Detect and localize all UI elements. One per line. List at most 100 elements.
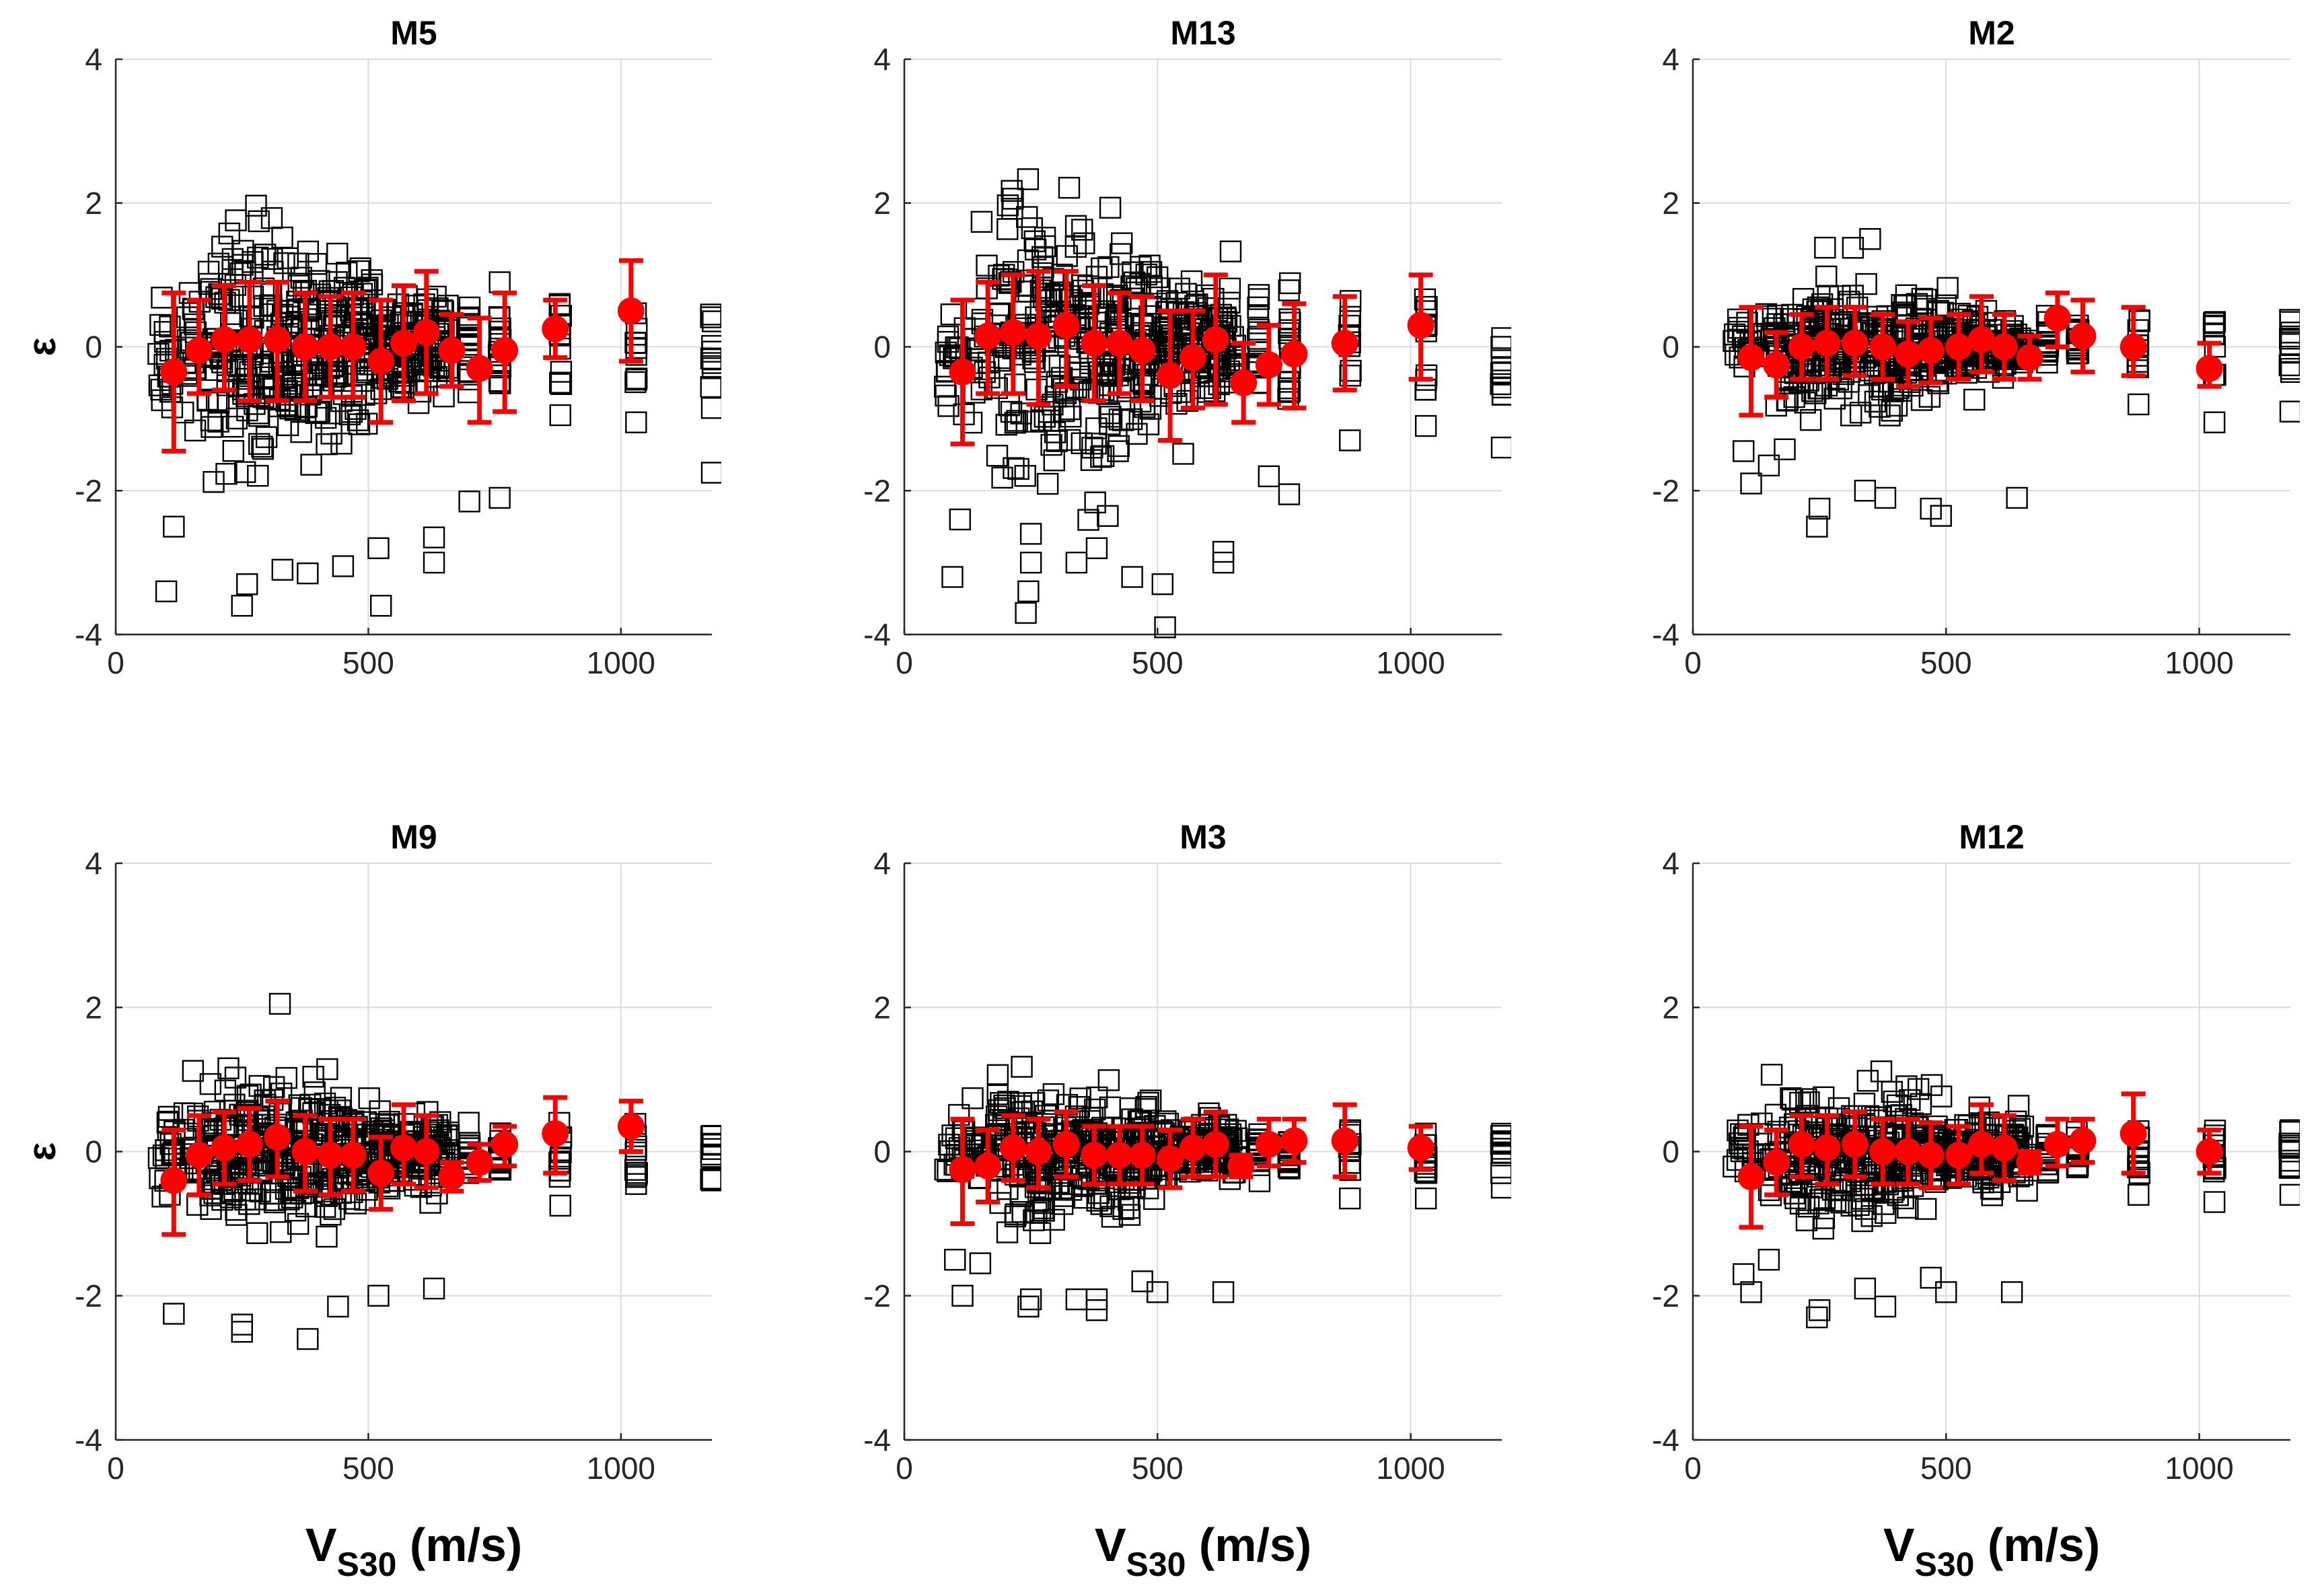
binned-mean-marker [413,319,440,346]
binned-mean-marker [1918,337,1945,364]
binned-mean-marker [1180,1134,1206,1161]
binned-mean-marker [1025,322,1052,349]
binned-mean-marker [292,334,319,361]
binned-mean-marker [186,1142,213,1169]
x-tick-label: 1000 [587,1451,655,1486]
x-axis-label-main: V [305,1519,337,1571]
binned-mean-marker [1738,344,1765,371]
x-axis-label-main: V [1095,1519,1126,1571]
x-tick-label: 1000 [2165,1451,2233,1486]
binned-mean-marker [949,1156,976,1183]
binned-mean-marker [1202,326,1229,353]
y-tick-label: -2 [1652,473,1679,508]
x-tick-label: 1000 [1376,645,1445,680]
binned-mean-marker [292,1138,319,1165]
y-tick-label: -4 [1652,617,1679,652]
binned-mean-marker [1788,1131,1815,1158]
binned-mean-marker [2196,1138,2223,1165]
binned-mean-marker [1763,351,1790,378]
panel-title: M9 [390,818,437,856]
panel-title: M5 [390,14,437,52]
y-tick-label: 0 [85,330,102,365]
y-tick-label: -4 [75,617,102,652]
binned-mean-marker [1813,1134,1840,1161]
x-tick-label: 500 [342,1451,394,1486]
y-tick-label: -2 [863,473,891,508]
binned-mean-marker [211,326,238,353]
binned-mean-marker [1000,1134,1027,1161]
y-tick-label: -4 [75,1422,102,1457]
binned-mean-marker [367,348,394,375]
y-tick-label: 4 [873,42,891,77]
binned-mean-marker [1869,334,1896,361]
binned-mean-marker [1968,326,1995,353]
binned-mean-marker [1332,1127,1358,1154]
y-tick-label: -2 [75,1278,102,1313]
binned-mean-marker [542,316,569,342]
binned-mean-marker [340,334,367,361]
binned-mean-marker [1000,319,1027,346]
binned-mean-marker [618,297,645,324]
binned-mean-marker [390,1134,417,1161]
panel-title: M13 [1170,14,1235,52]
binned-mean-marker [160,359,187,386]
binned-mean-marker [160,1167,187,1194]
binned-mean-marker [264,1124,291,1151]
x-axis-label-main: V [1883,1519,1915,1571]
y-tick-label: 0 [1662,1134,1679,1169]
x-tick-label: 500 [1132,645,1184,680]
binned-mean-marker [186,337,213,364]
x-tick-label: 1000 [587,645,655,680]
y-tick-label: -2 [863,1278,891,1313]
binned-mean-marker [1813,330,1840,357]
binned-mean-marker [1180,344,1206,371]
binned-mean-marker [367,1160,394,1187]
binned-mean-marker [1869,1138,1896,1165]
binned-mean-marker [2120,1120,2147,1147]
binned-mean-marker [1025,1138,1052,1165]
binned-mean-marker [236,1131,263,1158]
y-tick-label: 0 [1662,330,1679,365]
binned-mean-marker [236,326,263,353]
binned-mean-marker [1202,1131,1229,1158]
binned-mean-marker [1129,337,1156,364]
binned-mean-marker [491,1131,518,1158]
y-tick-label: 2 [1662,186,1679,221]
binned-mean-marker [974,322,1001,349]
y-tick-label: 0 [873,1134,891,1169]
binned-mean-marker [618,1113,645,1140]
binned-mean-marker [466,355,493,382]
binned-mean-marker [1157,362,1184,389]
x-axis-label-subscript: S30 [337,1546,397,1583]
x-axis-label-unit: (m/s) [396,1519,522,1571]
y-tick-label: -2 [1652,1278,1679,1313]
y-tick-label: 0 [873,330,891,365]
y-tick-label: 4 [85,42,102,77]
y-tick-label: 2 [1662,990,1679,1025]
binned-mean-marker [949,359,976,386]
x-tick-label: 1000 [1376,1451,1445,1486]
binned-mean-marker [466,1149,493,1176]
binned-mean-marker [1230,369,1257,396]
binned-mean-marker [1991,1134,2018,1161]
x-tick-label: 500 [1920,1451,1972,1486]
y-tick-label: 2 [85,186,102,221]
y-tick-label: 4 [1662,42,1679,77]
binned-mean-marker [2044,305,2071,332]
figure-background [0,0,2320,1596]
y-axis-label: ε [20,1142,64,1161]
binned-mean-marker [2069,322,2096,349]
panel-title: M12 [1959,818,2024,856]
binned-mean-marker [974,1153,1001,1180]
y-tick-label: 4 [85,846,102,881]
x-tick-label: 500 [1920,645,1972,680]
binned-mean-marker [1408,312,1435,338]
binned-mean-marker [1738,1163,1765,1190]
binned-mean-marker [2196,355,2223,382]
x-axis-label-subscript: S30 [1915,1546,1975,1583]
binned-mean-marker [1788,334,1815,361]
binned-mean-marker [1129,1142,1156,1169]
binned-mean-marker [2016,1149,2043,1176]
x-tick-label: 0 [1684,1451,1702,1486]
figure: 0 500 1000 -4 -2 0 2 4 M5 ε 0 500 1000 -4 -2 0 2 4 M13 0 500… [0,0,2320,1596]
